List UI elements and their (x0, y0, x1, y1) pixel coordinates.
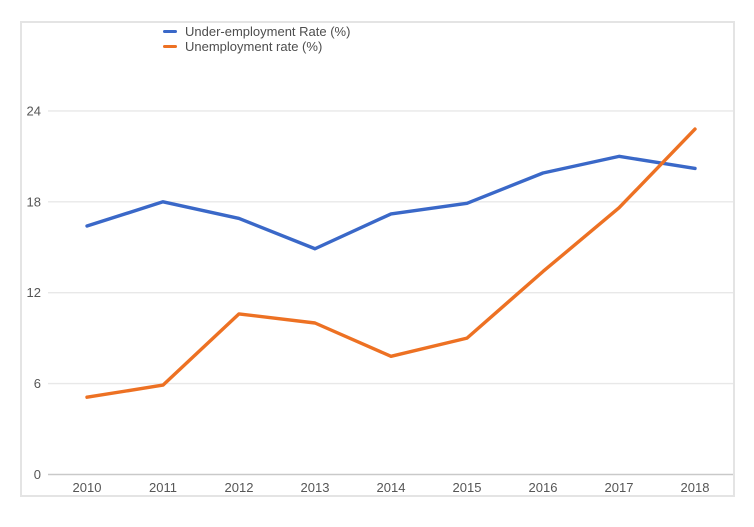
y-tick-0: 0 (34, 467, 41, 482)
chart-frame (20, 21, 735, 497)
x-tick-2016: 2016 (529, 480, 558, 495)
x-tick-2012: 2012 (225, 480, 254, 495)
legend-dash-icon (163, 30, 177, 33)
x-tick-2011: 2011 (149, 480, 177, 495)
y-tick-24: 24 (27, 103, 41, 118)
legend-dash-icon (163, 45, 177, 48)
legend-label-unemployment: Unemployment rate (%) (185, 39, 323, 54)
x-tick-2017: 2017 (605, 480, 634, 495)
y-tick-18: 18 (27, 194, 41, 209)
legend-label-underemployment: Under-employment Rate (%) (185, 24, 351, 39)
x-tick-2018: 2018 (681, 480, 710, 495)
y-tick-12: 12 (27, 285, 41, 300)
underemployment-rate-line[interactable] (85, 154, 697, 251)
legend-item-underemployment[interactable]: Under-employment Rate (%) (163, 24, 350, 39)
y-axis-labels: 0 6 12 18 24 (27, 103, 41, 482)
x-tick-2013: 2013 (301, 480, 330, 495)
x-axis-labels: 2010 2011 2012 2013 2014 2015 2016 2017 2018 (73, 480, 710, 495)
x-tick-2015: 2015 (453, 480, 482, 495)
unemployment-rate-line[interactable] (85, 127, 697, 399)
x-tick-2014: 2014 (377, 480, 406, 495)
legend-item-unemployment[interactable]: Unemployment rate (%) (163, 39, 350, 54)
gridlines (48, 110, 733, 476)
legend: Under-employment Rate (%) Unemployment r… (163, 24, 350, 54)
x-tick-2010: 2010 (73, 480, 102, 495)
y-tick-6: 6 (34, 376, 41, 391)
